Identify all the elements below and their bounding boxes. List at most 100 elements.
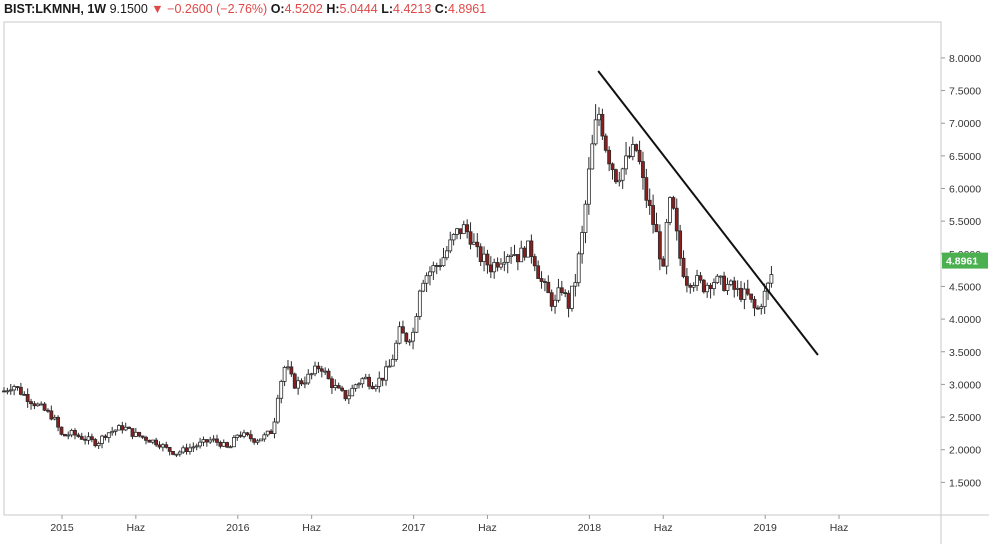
candle-body bbox=[225, 442, 230, 448]
candle-body bbox=[106, 432, 111, 438]
candle-body bbox=[401, 326, 405, 334]
price-axis[interactable]: 1.5000 2.0000 2.5000 3.0000 3.5000 4.0000 4.50… bbox=[941, 53, 988, 489]
candle-body bbox=[431, 265, 436, 273]
candle-body bbox=[313, 365, 317, 375]
last-price-label: 4.8961 bbox=[946, 256, 978, 268]
candle-body bbox=[671, 197, 676, 209]
candle-body bbox=[42, 403, 47, 411]
low-label: L: bbox=[381, 2, 394, 16]
candle-body bbox=[39, 403, 44, 406]
time-axis[interactable]: 2015 Haz 2016 Haz 2017 Haz 2018 Haz 2019 Haz bbox=[50, 515, 848, 534]
candle-body bbox=[438, 265, 443, 267]
candle-body bbox=[120, 425, 125, 431]
candle-body bbox=[617, 179, 622, 183]
candle-body bbox=[353, 384, 358, 389]
candle-body bbox=[218, 441, 223, 447]
candle-body bbox=[346, 395, 351, 400]
candle-body bbox=[286, 366, 290, 369]
candle-body bbox=[546, 281, 551, 294]
candle-body bbox=[701, 279, 706, 293]
candle-body bbox=[417, 290, 422, 317]
candle-body bbox=[154, 439, 159, 446]
candle-body bbox=[728, 280, 733, 285]
candle-body bbox=[130, 428, 135, 437]
candle-body bbox=[238, 434, 243, 437]
symbol-label: BIST:LKMNH, 1W bbox=[4, 2, 107, 16]
candle-body bbox=[123, 426, 128, 431]
candle-body bbox=[590, 143, 595, 170]
candle-body bbox=[228, 446, 233, 449]
candle-body bbox=[563, 292, 568, 295]
candle-body bbox=[394, 342, 399, 360]
time-tick-label: 2017 bbox=[402, 522, 426, 534]
candle-body bbox=[769, 274, 774, 284]
low-value: 4.4213 bbox=[393, 2, 432, 16]
candle-body bbox=[404, 332, 409, 342]
candle-body bbox=[211, 438, 216, 441]
candle-body bbox=[610, 163, 615, 171]
candle-body bbox=[732, 280, 737, 290]
candle-body bbox=[357, 383, 361, 386]
candle-body bbox=[86, 436, 91, 441]
candle-body bbox=[647, 199, 652, 206]
time-tick-label: 2018 bbox=[578, 522, 602, 534]
candle-body bbox=[739, 287, 743, 300]
price-tick-label: 2.5000 bbox=[949, 412, 981, 424]
candle-body bbox=[465, 224, 470, 233]
candle-body bbox=[8, 389, 13, 392]
candle-body bbox=[698, 275, 703, 281]
candle-body bbox=[316, 365, 321, 370]
candle-body bbox=[35, 403, 40, 407]
candle-body bbox=[103, 435, 108, 438]
candle-body bbox=[194, 445, 199, 448]
candle-body bbox=[248, 434, 253, 440]
candle-body bbox=[688, 284, 693, 288]
candle-body bbox=[340, 387, 344, 391]
candle-body bbox=[59, 426, 64, 435]
candle-body bbox=[444, 250, 449, 259]
candle-body bbox=[73, 430, 77, 436]
trendline[interactable] bbox=[597, 70, 819, 356]
candle-body bbox=[488, 264, 493, 273]
candle-body bbox=[553, 299, 557, 307]
candle-body bbox=[319, 368, 324, 372]
candle-body bbox=[543, 281, 547, 283]
time-tick-label: Haz bbox=[830, 522, 849, 534]
candle-body bbox=[705, 284, 710, 293]
candle-body bbox=[275, 397, 280, 423]
candle-body bbox=[380, 377, 385, 381]
candle-body bbox=[448, 239, 453, 252]
candle-body bbox=[265, 430, 270, 436]
candle-body bbox=[49, 410, 54, 420]
time-tick-label: 2016 bbox=[226, 522, 250, 534]
candle-body bbox=[221, 442, 226, 447]
candle-body bbox=[614, 169, 618, 183]
candle-body bbox=[181, 447, 186, 453]
candle-body bbox=[424, 275, 429, 284]
candle-body bbox=[749, 293, 754, 300]
candle-body bbox=[661, 258, 666, 267]
candle-body bbox=[461, 224, 466, 235]
candle-body bbox=[576, 253, 581, 284]
candle-body bbox=[52, 416, 57, 420]
candle-body bbox=[664, 222, 669, 267]
candle-body bbox=[160, 444, 165, 448]
candle-body bbox=[32, 403, 37, 407]
candle-body bbox=[137, 431, 142, 437]
candle-body bbox=[384, 366, 388, 381]
candle-body bbox=[718, 275, 723, 278]
candle-body bbox=[630, 144, 635, 157]
candle-body bbox=[12, 386, 17, 391]
candle-body bbox=[282, 367, 287, 382]
candle-body bbox=[56, 416, 60, 428]
candle-body bbox=[685, 276, 689, 286]
candle-body bbox=[164, 444, 169, 448]
candle-body bbox=[735, 287, 740, 290]
candle-body bbox=[242, 432, 246, 437]
candle-body bbox=[292, 373, 297, 389]
candle-body bbox=[458, 228, 463, 235]
candle-body bbox=[255, 440, 260, 443]
candle-body bbox=[201, 439, 206, 443]
candle-body bbox=[559, 287, 564, 294]
